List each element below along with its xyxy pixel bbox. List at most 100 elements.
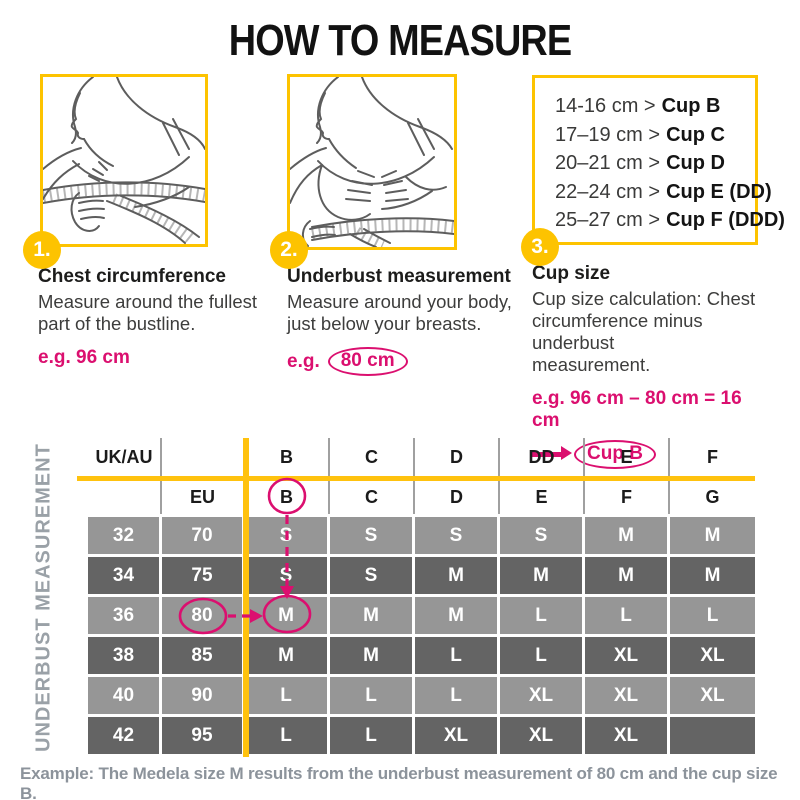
header-cup-cell: E [585,438,670,476]
pink-arrow-icon [532,446,572,460]
step3-line: Cup size calculation: Chest [532,288,756,309]
step2-illustration-box [287,74,457,250]
cup-range-line: 14-16 cm > Cup B [555,95,721,117]
underbust-measure-illustration [290,77,454,247]
header-cup-cell: B [245,481,330,514]
size-cell: M [415,597,500,634]
size-cell: M [330,637,415,674]
cup-range-line: 25–27 cm > Cup F (DDD) [555,209,785,231]
size-cell: XL [500,717,585,754]
header-cup-cell: D [415,438,500,476]
size-cell: L [415,637,500,674]
size-cell: 95 [162,717,245,754]
size-cell: 38 [88,637,162,674]
step1-line: Measure around the fullest [38,291,258,312]
cup-range-line: 17–19 cm > Cup C [555,123,725,146]
size-cell: 34 [88,557,162,594]
size-cell [670,717,755,754]
header-cup-cell: F [585,481,670,514]
cup-range-line: 20–21 cm > Cup D [555,152,725,174]
step1-number-badge: 1. [23,231,61,269]
step1-heading: Chest circumference [38,266,226,287]
header-cup-cell: D [415,481,500,514]
size-cell: S [245,517,330,554]
step2-line: just below your breasts. [287,313,482,334]
size-cell: XL [670,677,755,714]
header-cup-cell: F [707,446,718,467]
size-cell: 32 [88,517,162,554]
header-cup-cell: DD [500,438,585,476]
size-cell: L [585,597,670,634]
header-empty-cell [162,438,245,476]
size-cell: S [415,517,500,554]
size-cell: XL [585,717,670,754]
size-cell: XL [585,637,670,674]
size-cell: L [415,677,500,714]
step3-example: e.g. 96 cm – 80 cm = 16 cm [532,388,742,431]
step3-heading: Cup size [532,263,611,284]
size-cell: M [245,637,330,674]
size-cell: L [670,597,755,634]
step3-line: circumference minus underbust [532,310,703,353]
step2-example-circled-value: 80 cm [327,347,408,376]
step3-result-row: Cup B [532,440,772,469]
table-header-eu-row: EU B C D E F G [88,481,755,514]
step2-text: Underbust measurement Measure around you… [287,266,527,376]
size-cell: 36 [88,597,162,634]
size-cell: XL [670,637,755,674]
size-cell: M [500,557,585,594]
size-cell: M [670,517,755,554]
table-header-ukau-row: UK/AU B C D DD E F [88,438,755,476]
header-ukau-label: UK/AU [88,438,162,476]
size-cell: S [500,517,585,554]
size-cell: 75 [162,557,245,594]
step2-example-prefix: e.g. [287,350,320,372]
step3-text: Cup size Cup size calculation: Chest cir… [532,263,772,469]
underbust-measurement-axis-label: UNDERBUST MEASUREMENT [32,443,55,753]
header-cup-cell: E [500,481,585,514]
size-cell: 42 [88,717,162,754]
size-cell: L [500,597,585,634]
header-cup-cell: C [330,438,415,476]
table-row: 38 85 M M L L XL XL [88,637,755,674]
size-cell: 85 [162,637,245,674]
size-cell: 80 [162,597,245,634]
table-row: 36 80 M M M L L L [88,597,755,634]
size-cell: M [585,517,670,554]
size-cell: M [585,557,670,594]
size-cell: L [245,677,330,714]
header-empty-cell [88,481,162,514]
step2-heading: Underbust measurement [287,266,511,287]
size-cell: 90 [162,677,245,714]
header-cup-cell: C [330,481,415,514]
yellow-vertical-divider [243,438,249,757]
size-cell: M [415,557,500,594]
step3-number-badge: 3. [521,228,559,266]
size-cell: 40 [88,677,162,714]
table-row: 42 95 L L XL XL XL [88,717,755,754]
step1-text: Chest circumference Measure around the f… [38,266,278,369]
yellow-horizontal-divider [77,476,755,481]
header-eu-label: EU [162,481,245,514]
size-cell: XL [585,677,670,714]
size-table: UK/AU B C D DD E F EU B C D E F G 32 70 … [77,438,755,757]
cup-size-chart-box: 14-16 cm > Cup B 17–19 cm > Cup C 20–21 cm… [532,75,785,245]
step1-example: e.g. 96 cm [38,347,130,368]
size-cell: L [245,717,330,754]
size-cell: L [330,717,415,754]
step3-result-circled: Cup B [574,440,656,469]
size-cell: M [330,597,415,634]
size-cell: XL [500,677,585,714]
size-cell: S [330,557,415,594]
chest-measure-illustration [43,77,205,244]
step2-number-badge: 2. [270,231,308,269]
size-cell: L [500,637,585,674]
table-row: 34 75 S S M M M M [88,557,755,594]
size-cell: 70 [162,517,245,554]
table-row: 40 90 L L L XL XL XL [88,677,755,714]
step1-illustration-box [40,74,208,247]
page-title: HOW TO MEASURE [228,16,572,65]
size-cell: XL [415,717,500,754]
step1-line: part of the bustline. [38,313,196,334]
